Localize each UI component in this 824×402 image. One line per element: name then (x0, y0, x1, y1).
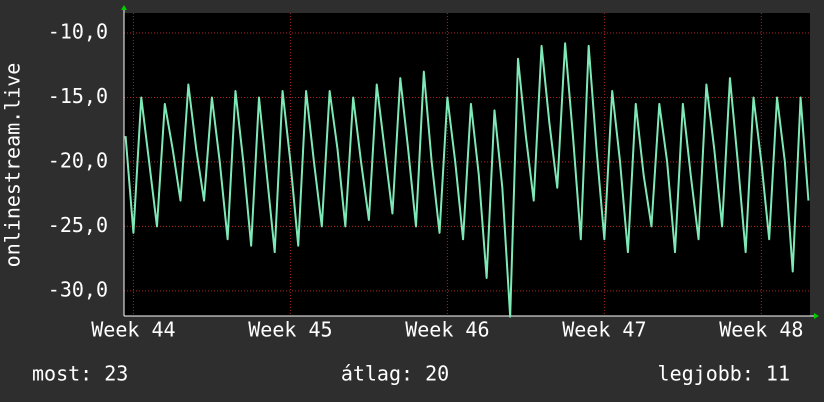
y-tick-label: -20,0 (48, 148, 108, 172)
x-tick-label: Week 44 (91, 318, 175, 342)
y-axis-label: onlinestream.live (1, 63, 25, 268)
stat-average: átlag: 20 (341, 362, 449, 386)
x-tick-label: Week 45 (248, 318, 332, 342)
x-tick-label: Week 47 (562, 318, 646, 342)
y-tick-label: -30,0 (48, 277, 108, 301)
y-tick-label: -15,0 (48, 84, 108, 108)
axis-arrow (814, 313, 819, 319)
y-tick-label: -10,0 (48, 19, 108, 43)
stat-current: most: 23 (32, 362, 128, 386)
data-line (124, 42, 810, 318)
axis-arrow (121, 5, 127, 10)
y-tick-label: -25,0 (48, 213, 108, 237)
x-tick-label: Week 48 (719, 318, 803, 342)
x-tick-label: Week 46 (405, 318, 489, 342)
stat-max: legjobb: 11 (658, 362, 790, 386)
